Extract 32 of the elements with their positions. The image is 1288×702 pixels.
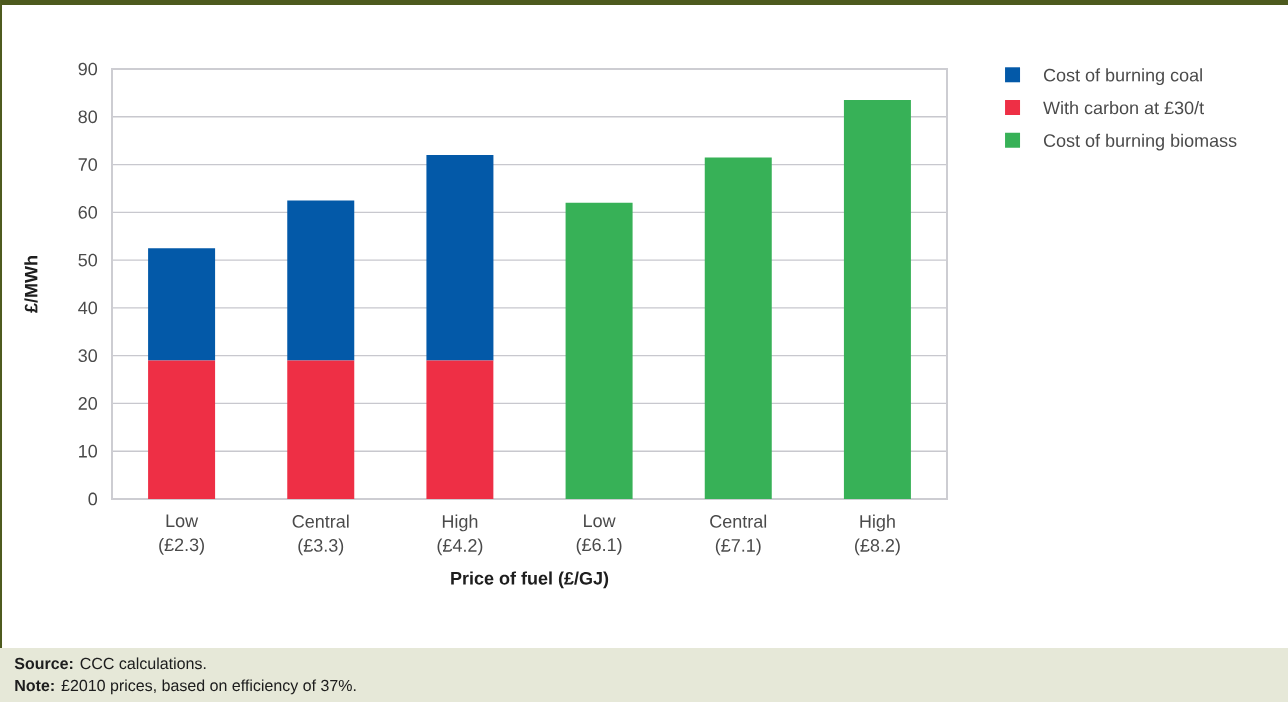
y-tick-label: 40 bbox=[78, 301, 98, 315]
x-tick-label: Central (£7.1) bbox=[710, 514, 767, 556]
y-tick-label: 60 bbox=[78, 205, 98, 219]
y-tick-label: 70 bbox=[78, 158, 98, 171]
bar bbox=[843, 100, 911, 499]
bar bbox=[287, 200, 355, 361]
x-tick-label: High (£4.2) bbox=[437, 514, 483, 556]
y-tick-label: 10 bbox=[79, 444, 98, 458]
bar bbox=[287, 360, 355, 499]
bar bbox=[565, 202, 633, 499]
y-tick-label: 20 bbox=[78, 397, 98, 410]
x-tick-label: Low (£2.3) bbox=[159, 514, 204, 555]
x-axis-title: Price of fuel (£/GJ) bbox=[451, 571, 609, 589]
y-axis-title: £/MWh bbox=[24, 256, 38, 313]
text: Source: CCC calculations. bbox=[14, 657, 206, 670]
y-tick-label: 80 bbox=[78, 110, 98, 124]
legend-label: Cost of burning coal bbox=[1043, 68, 1202, 86]
x-tick-label: Central (£3.3) bbox=[292, 514, 349, 556]
bar bbox=[426, 155, 494, 361]
bar bbox=[704, 157, 772, 499]
y-tick-label: 0 bbox=[88, 492, 98, 506]
legend-label: Cost of burning biomass bbox=[1043, 133, 1237, 151]
y-tick-label: 90 bbox=[78, 62, 98, 76]
y-tick-label: 30 bbox=[78, 349, 98, 363]
bar bbox=[148, 248, 216, 361]
text: Note: £2010 prices, based on efficiency of 37%. bbox=[15, 679, 356, 695]
legend-label: With carbon at £30/t bbox=[1043, 101, 1204, 115]
x-tick-label: Low (£6.1) bbox=[576, 514, 622, 555]
bar bbox=[426, 360, 494, 499]
x-tick-label: High (£8.2) bbox=[855, 514, 900, 556]
bar bbox=[148, 360, 216, 499]
y-tick-label: 50 bbox=[78, 253, 98, 267]
